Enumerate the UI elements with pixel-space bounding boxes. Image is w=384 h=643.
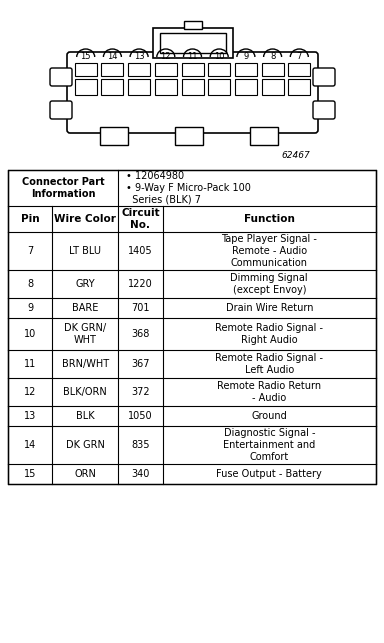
Text: 10: 10 bbox=[214, 52, 225, 61]
Text: Connector Part
Information: Connector Part Information bbox=[22, 177, 104, 199]
Text: 368: 368 bbox=[131, 329, 150, 339]
Bar bbox=[184, 21, 202, 29]
Bar bbox=[288, 79, 310, 95]
Text: 1405: 1405 bbox=[128, 246, 153, 256]
Text: DK GRN: DK GRN bbox=[66, 440, 105, 450]
Text: Remote Radio Signal -
Left Audio: Remote Radio Signal - Left Audio bbox=[215, 353, 323, 375]
Bar bbox=[208, 63, 230, 76]
Text: BRN/WHT: BRN/WHT bbox=[62, 359, 109, 369]
Text: 13: 13 bbox=[134, 52, 144, 61]
FancyBboxPatch shape bbox=[313, 101, 335, 119]
Text: 7: 7 bbox=[27, 246, 33, 256]
Text: GRY: GRY bbox=[76, 279, 95, 289]
Bar bbox=[182, 63, 204, 76]
Bar bbox=[128, 63, 150, 76]
FancyBboxPatch shape bbox=[50, 68, 72, 86]
Text: BLK: BLK bbox=[76, 411, 94, 421]
Text: 372: 372 bbox=[131, 387, 150, 397]
Text: 367: 367 bbox=[131, 359, 150, 369]
Bar bbox=[175, 127, 203, 145]
Bar bbox=[182, 79, 204, 95]
Text: DK GRN/
WHT: DK GRN/ WHT bbox=[64, 323, 106, 345]
FancyBboxPatch shape bbox=[67, 52, 318, 133]
Text: BLK/ORN: BLK/ORN bbox=[63, 387, 107, 397]
Text: 15: 15 bbox=[81, 52, 91, 61]
Bar bbox=[208, 79, 230, 95]
Bar bbox=[75, 63, 97, 76]
Text: 340: 340 bbox=[131, 469, 150, 479]
Text: Pin: Pin bbox=[21, 214, 40, 224]
Text: Wire Color: Wire Color bbox=[55, 214, 116, 224]
Text: 62467: 62467 bbox=[281, 151, 310, 160]
Text: 13: 13 bbox=[24, 411, 36, 421]
Bar bbox=[100, 127, 128, 145]
Bar bbox=[8, 170, 376, 484]
Text: 8: 8 bbox=[270, 52, 275, 61]
Text: Tape Player Signal -
Remote - Audio
Communication: Tape Player Signal - Remote - Audio Comm… bbox=[221, 235, 317, 267]
Bar bbox=[101, 79, 123, 95]
Text: Remote Radio Signal -
Right Audio: Remote Radio Signal - Right Audio bbox=[215, 323, 323, 345]
Bar bbox=[288, 63, 310, 76]
Bar bbox=[155, 63, 177, 76]
Text: 14: 14 bbox=[24, 440, 36, 450]
Text: LT BLU: LT BLU bbox=[69, 246, 101, 256]
Text: ORN: ORN bbox=[74, 469, 96, 479]
Text: 11: 11 bbox=[24, 359, 36, 369]
Text: • 12064980
• 9-Way F Micro-Pack 100
  Series (BLK) 7: • 12064980 • 9-Way F Micro-Pack 100 Seri… bbox=[126, 172, 251, 204]
Text: 11: 11 bbox=[187, 52, 198, 61]
Text: 12: 12 bbox=[24, 387, 36, 397]
Text: BARE: BARE bbox=[72, 303, 98, 313]
Text: Ground: Ground bbox=[252, 411, 287, 421]
Text: 1220: 1220 bbox=[128, 279, 153, 289]
Bar bbox=[155, 79, 177, 95]
Text: 10: 10 bbox=[24, 329, 36, 339]
Text: 9: 9 bbox=[243, 52, 248, 61]
Text: Diagnostic Signal -
Entertainment and
Comfort: Diagnostic Signal - Entertainment and Co… bbox=[223, 428, 315, 462]
Bar bbox=[250, 127, 278, 145]
FancyBboxPatch shape bbox=[313, 68, 335, 86]
Text: 8: 8 bbox=[27, 279, 33, 289]
Text: 835: 835 bbox=[131, 440, 150, 450]
Bar bbox=[235, 79, 257, 95]
FancyBboxPatch shape bbox=[50, 101, 72, 119]
Text: 701: 701 bbox=[131, 303, 150, 313]
FancyBboxPatch shape bbox=[152, 28, 232, 58]
Text: Fuse Output - Battery: Fuse Output - Battery bbox=[217, 469, 322, 479]
Bar bbox=[235, 63, 257, 76]
Text: Dimming Signal
(except Envoy): Dimming Signal (except Envoy) bbox=[230, 273, 308, 294]
Text: Circuit
No.: Circuit No. bbox=[121, 208, 160, 230]
Text: 12: 12 bbox=[161, 52, 171, 61]
Bar bbox=[262, 79, 284, 95]
Text: 15: 15 bbox=[24, 469, 36, 479]
Text: 1050: 1050 bbox=[128, 411, 153, 421]
Bar bbox=[128, 79, 150, 95]
Text: 9: 9 bbox=[27, 303, 33, 313]
Bar bbox=[262, 63, 284, 76]
Text: Function: Function bbox=[244, 214, 295, 224]
Text: Remote Radio Return
- Audio: Remote Radio Return - Audio bbox=[217, 381, 321, 403]
Text: Drain Wire Return: Drain Wire Return bbox=[225, 303, 313, 313]
Text: 14: 14 bbox=[107, 52, 118, 61]
Text: 7: 7 bbox=[296, 52, 302, 61]
Bar bbox=[75, 79, 97, 95]
Bar bbox=[159, 33, 225, 53]
Bar bbox=[101, 63, 123, 76]
